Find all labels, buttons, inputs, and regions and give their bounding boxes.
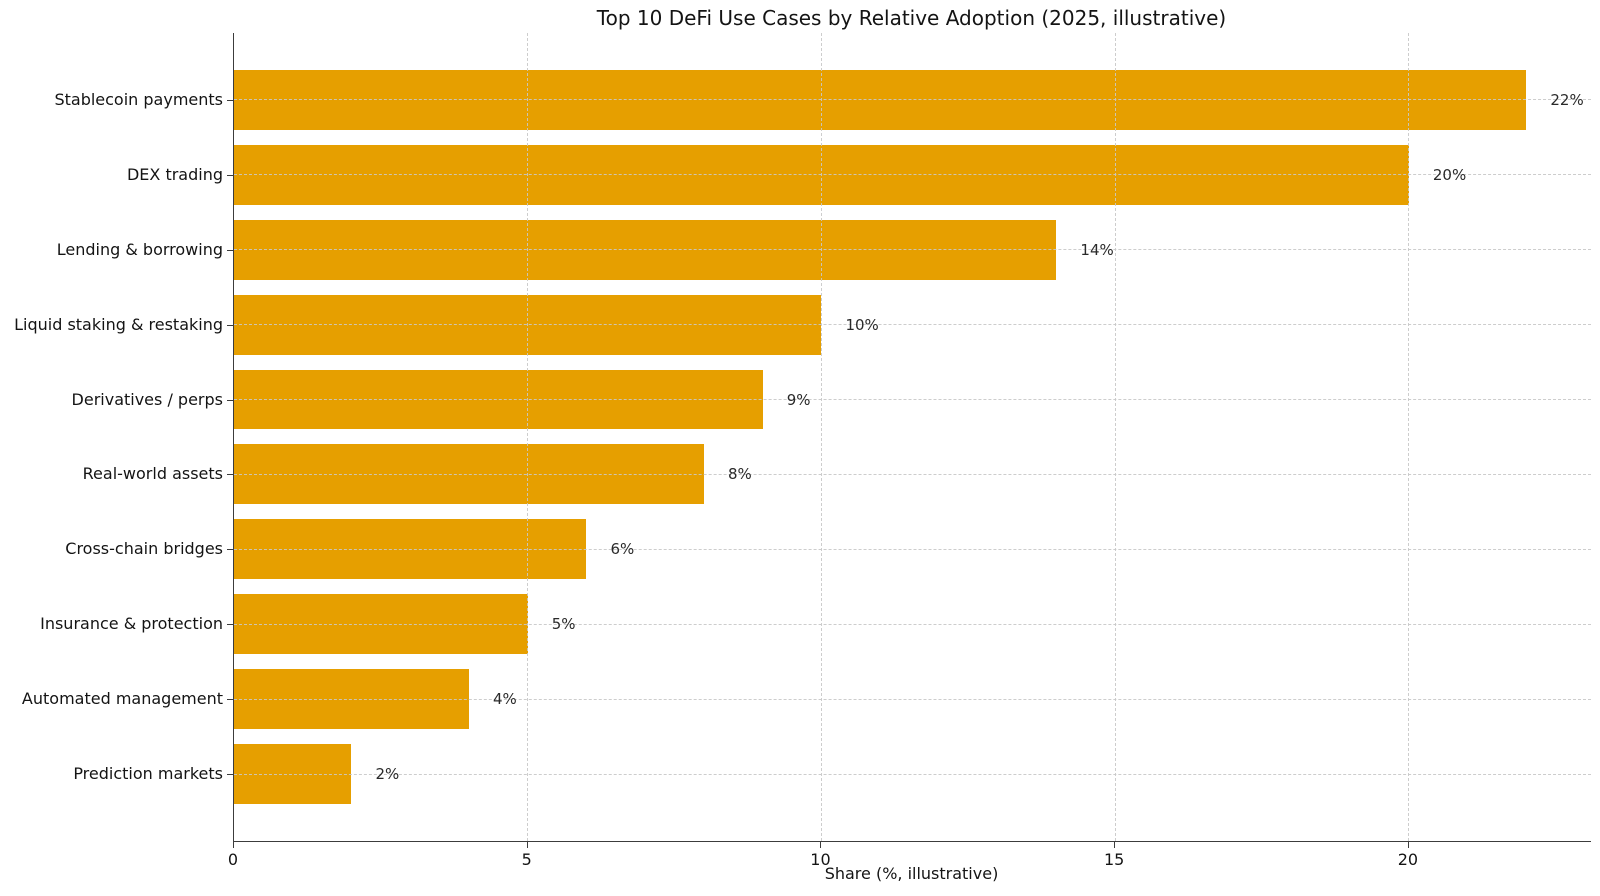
bar-value-label: 8% bbox=[727, 465, 752, 484]
bar-value-label: 6% bbox=[610, 540, 635, 559]
chart-title: Top 10 DeFi Use Cases by Relative Adopti… bbox=[596, 6, 1227, 30]
gridline-vertical bbox=[527, 33, 529, 841]
y-tick-mark bbox=[227, 624, 233, 626]
gridline-vertical bbox=[1408, 33, 1410, 841]
y-tick-mark bbox=[227, 324, 233, 326]
y-tick-mark bbox=[227, 99, 233, 101]
y-category-label: Stablecoin payments bbox=[54, 89, 223, 109]
y-tick-mark bbox=[227, 699, 233, 701]
gridline-vertical bbox=[1114, 33, 1116, 841]
y-category-label: Real-world assets bbox=[82, 464, 223, 484]
bar-value-label: 5% bbox=[551, 615, 576, 634]
x-tick-label: 5 bbox=[521, 850, 532, 869]
y-category-label: Cross-chain bridges bbox=[65, 539, 223, 559]
y-tick-mark bbox=[227, 549, 233, 551]
x-tick-label: 15 bbox=[1103, 850, 1125, 869]
x-tick-mark bbox=[820, 842, 822, 848]
x-tick-mark bbox=[233, 842, 234, 848]
gridline-horizontal bbox=[234, 623, 1591, 625]
gridline-horizontal bbox=[234, 324, 1591, 326]
y-category-label: Automated management bbox=[21, 689, 223, 709]
y-tick-mark bbox=[227, 399, 233, 401]
y-category-label: Insurance & protection bbox=[40, 614, 223, 634]
y-tick-mark bbox=[227, 174, 233, 176]
y-category-label: Prediction markets bbox=[73, 764, 223, 784]
gridline-vertical bbox=[820, 33, 822, 841]
y-tick-mark bbox=[227, 474, 233, 476]
plot-area: 22% 20% 14% 10% 9% 8% 6% 5% 4% 2% bbox=[233, 33, 1591, 842]
y-category-label: Liquid staking & restaking bbox=[14, 314, 223, 334]
bar-value-label: 14% bbox=[1080, 240, 1114, 259]
x-tick-label: 10 bbox=[810, 850, 831, 869]
bar-value-label: 10% bbox=[845, 315, 879, 334]
gridline-horizontal bbox=[234, 174, 1591, 176]
bar-value-label: 4% bbox=[492, 690, 517, 709]
y-tick-mark bbox=[227, 774, 233, 776]
bar-value-label: 2% bbox=[375, 765, 400, 784]
gridline-horizontal bbox=[234, 473, 1591, 475]
x-axis-label: Share (%, illustrative) bbox=[824, 864, 999, 883]
y-category-label: Derivatives / perps bbox=[71, 389, 223, 409]
x-tick-mark bbox=[1407, 842, 1409, 848]
bar-value-label: 9% bbox=[786, 390, 811, 409]
x-tick-label: 20 bbox=[1397, 850, 1419, 869]
gridline-horizontal bbox=[234, 548, 1591, 550]
bar-value-label: 20% bbox=[1432, 165, 1467, 184]
y-category-label: DEX trading bbox=[126, 164, 223, 184]
x-tick-mark bbox=[1114, 842, 1116, 848]
gridline-horizontal bbox=[234, 773, 1591, 775]
bar-value-label: 22% bbox=[1550, 90, 1584, 109]
x-tick-mark bbox=[526, 842, 528, 848]
x-tick-label: 0 bbox=[227, 850, 239, 869]
gridline-horizontal bbox=[234, 249, 1591, 251]
y-category-label: Lending & borrowing bbox=[56, 239, 223, 259]
y-tick-mark bbox=[227, 249, 233, 251]
gridline-horizontal bbox=[234, 399, 1591, 401]
gridline-horizontal bbox=[234, 99, 1591, 101]
gridline-horizontal bbox=[234, 698, 1591, 700]
